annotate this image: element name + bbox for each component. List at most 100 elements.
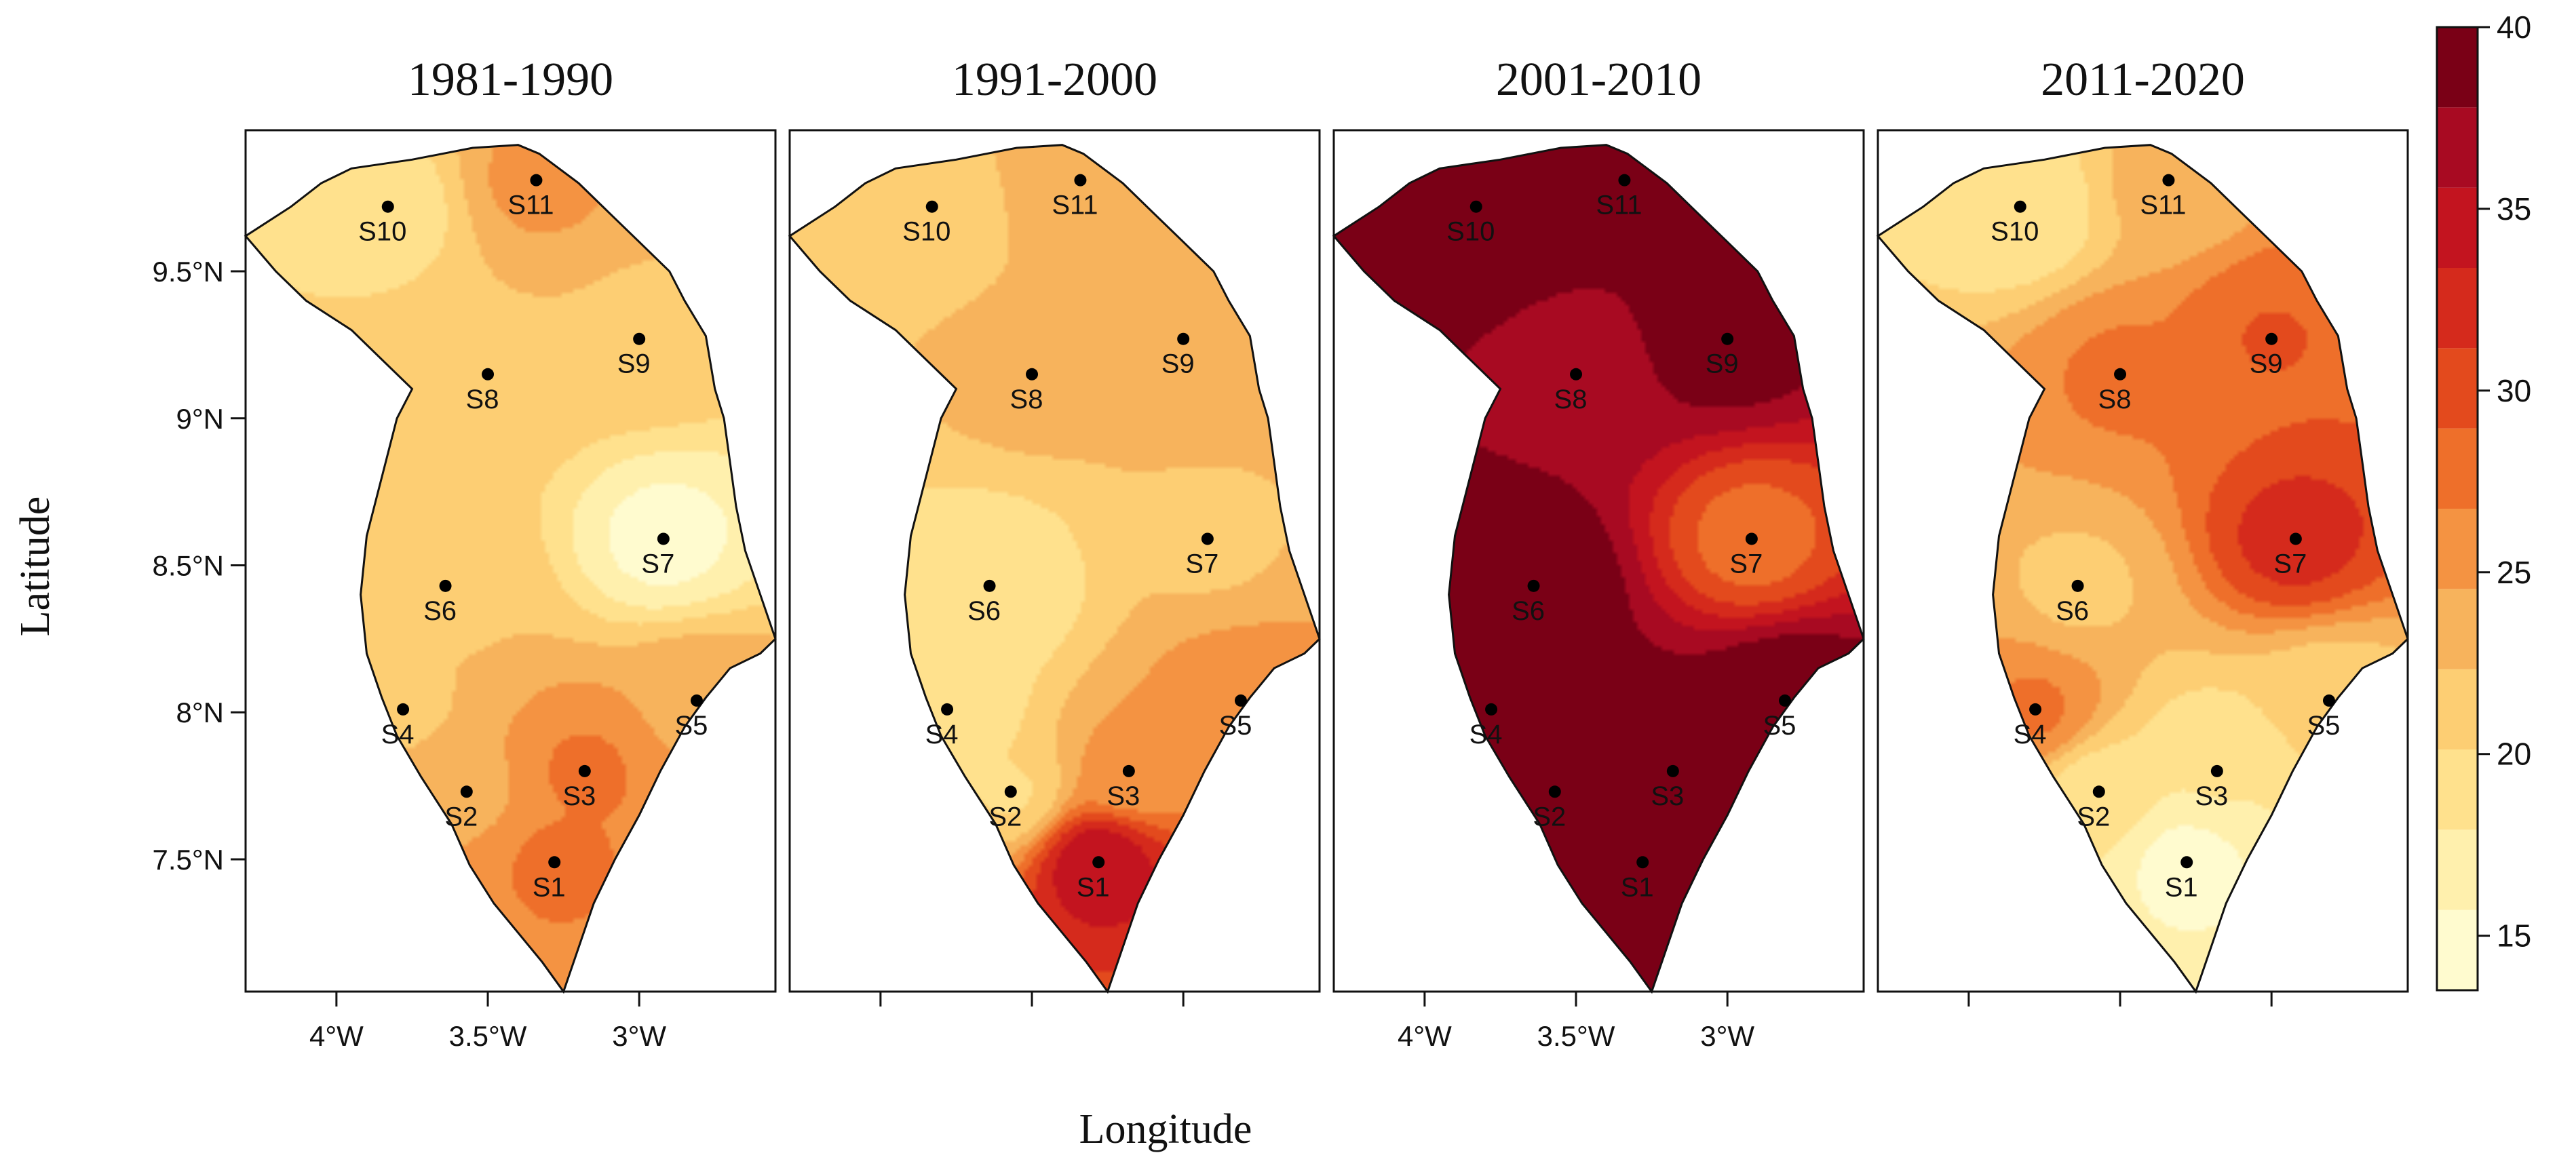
station-label: S10 bbox=[358, 217, 406, 247]
panel-frame bbox=[788, 129, 1321, 993]
station-label: S9 bbox=[1706, 349, 1739, 379]
station-label: S3 bbox=[2195, 781, 2228, 811]
station-label: S7 bbox=[641, 549, 674, 579]
station-label: S10 bbox=[902, 217, 950, 247]
station-label: S8 bbox=[466, 385, 499, 414]
x-tick-label: 4°W bbox=[309, 1020, 364, 1052]
station-label: S7 bbox=[2273, 549, 2307, 579]
station-label: S7 bbox=[1185, 549, 1218, 579]
x-tick-label: 4°W bbox=[1398, 1020, 1452, 1052]
x-tick-label: 3°W bbox=[612, 1020, 666, 1052]
y-tick-label: 8.5°N bbox=[152, 550, 224, 582]
station-point bbox=[1527, 579, 1540, 592]
colorbar-band bbox=[2437, 348, 2478, 429]
station-point bbox=[1201, 532, 1214, 545]
station-point bbox=[2289, 532, 2302, 545]
colorbar-band bbox=[2437, 428, 2478, 509]
station-label: S9 bbox=[617, 349, 651, 379]
colorbar-band bbox=[2437, 749, 2478, 830]
station-label: S8 bbox=[1010, 385, 1043, 414]
station-point bbox=[1618, 174, 1631, 187]
station-point bbox=[530, 174, 543, 187]
station-point bbox=[2162, 174, 2175, 187]
colorbar-band bbox=[2437, 669, 2478, 749]
station-label: S9 bbox=[2250, 349, 2283, 379]
station-point bbox=[1122, 764, 1135, 777]
station-point bbox=[1092, 856, 1105, 869]
y-tick-label: 7.5°N bbox=[152, 844, 224, 876]
colorbar-band bbox=[2437, 268, 2478, 349]
y-tick-label: 8°N bbox=[176, 697, 225, 728]
colorbar-band bbox=[2437, 589, 2478, 669]
station-point bbox=[1548, 785, 1561, 798]
station-label: S2 bbox=[2077, 802, 2110, 832]
station-label: S2 bbox=[1533, 802, 1566, 832]
interpolated-field bbox=[790, 144, 1320, 992]
station-label: S1 bbox=[533, 872, 566, 902]
colorbar-tick-label: 40 bbox=[2497, 9, 2531, 45]
station-label: S11 bbox=[1052, 191, 1098, 220]
station-label: S3 bbox=[562, 781, 596, 811]
station-label: S5 bbox=[2307, 711, 2340, 741]
y-tick-label: 9°N bbox=[176, 403, 225, 435]
station-label: S5 bbox=[674, 711, 708, 741]
station-label: S4 bbox=[381, 720, 415, 749]
colorbar-tick-label: 35 bbox=[2497, 191, 2531, 227]
station-point bbox=[1074, 174, 1087, 187]
station-point bbox=[1666, 764, 1679, 777]
station-label: S4 bbox=[1469, 720, 1503, 749]
interpolated-field bbox=[1334, 144, 1864, 992]
x-tick-label: 3.5°W bbox=[449, 1020, 527, 1052]
map-panel: S1 S2 S3 S4 S5 S6 S7 S8 S9 S10 S11 2001-2010 bbox=[1332, 54, 1865, 994]
station-point bbox=[690, 694, 703, 707]
x-axis-label: Longitude bbox=[1079, 1106, 1252, 1152]
panel-frame bbox=[1877, 129, 2409, 993]
station-label: S10 bbox=[1446, 217, 1495, 247]
colorbar-band bbox=[2437, 829, 2478, 910]
station-label: S6 bbox=[1512, 596, 1545, 626]
station-point bbox=[578, 764, 591, 777]
station-point bbox=[482, 368, 495, 380]
station-label: S4 bbox=[2014, 720, 2047, 749]
station-point bbox=[548, 856, 561, 869]
station-label: S6 bbox=[423, 596, 457, 626]
station-label: S10 bbox=[1991, 217, 2039, 247]
station-point bbox=[460, 785, 473, 798]
station-point bbox=[1636, 856, 1649, 869]
region-boundary bbox=[1876, 144, 2409, 994]
station-point bbox=[1745, 532, 1758, 545]
map-panel: S1 S2 S3 S4 S5 S6 S7 S8 S9 S10 S11 1991-2000 bbox=[788, 54, 1321, 994]
colorbar-frame bbox=[2436, 26, 2479, 992]
colorbar-band bbox=[2437, 187, 2478, 268]
colorbar-band bbox=[2437, 910, 2478, 990]
station-point bbox=[2071, 579, 2084, 592]
colorbar-tick-label: 25 bbox=[2497, 555, 2531, 590]
axes: 4°W 3.5°W 3°W 7.5°N 8°N 8.5°N 9°N 9.5°N 4°W 3.5°W… bbox=[152, 256, 2273, 1052]
station-point bbox=[2210, 764, 2223, 777]
station-point bbox=[983, 579, 996, 592]
station-point bbox=[633, 332, 646, 345]
x-tick-label: 3°W bbox=[1700, 1020, 1754, 1052]
colorbar-band bbox=[2437, 27, 2478, 108]
station-point bbox=[1004, 785, 1017, 798]
region-boundary bbox=[1332, 144, 1865, 994]
station-point bbox=[2322, 694, 2335, 707]
station-label: S8 bbox=[1554, 385, 1588, 414]
colorbar-tick-label: 20 bbox=[2497, 737, 2531, 772]
station-label: S5 bbox=[1218, 711, 1252, 741]
station-point bbox=[439, 579, 452, 592]
station-point bbox=[941, 703, 954, 716]
station-point bbox=[657, 532, 670, 545]
panel-title: 2011-2020 bbox=[2041, 54, 2245, 106]
station-point bbox=[1570, 368, 1583, 380]
panel-title: 2001-2010 bbox=[1496, 54, 1702, 106]
station-label: S7 bbox=[1729, 549, 1763, 579]
region-boundary bbox=[788, 144, 1321, 994]
station-label: S11 bbox=[1596, 191, 1642, 220]
station-point bbox=[1469, 200, 1482, 213]
station-point bbox=[2092, 785, 2105, 798]
colorbar: 15 20 25 30 35 40 bbox=[2436, 9, 2531, 992]
station-label: S2 bbox=[988, 802, 1022, 832]
